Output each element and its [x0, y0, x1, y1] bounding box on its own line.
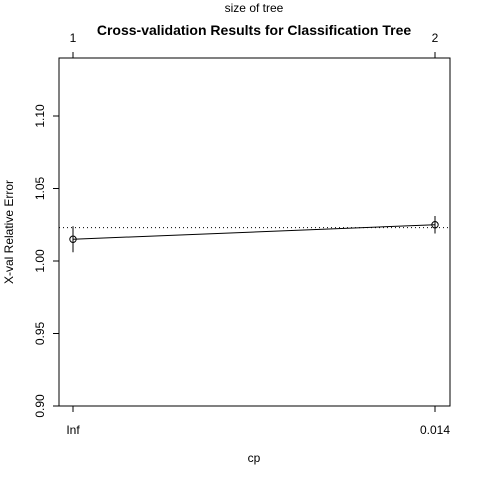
data-point [431, 221, 439, 229]
top-tick-label: 1 [70, 31, 77, 45]
series-line [72, 224, 436, 240]
y-tick-label: 0.95 [33, 321, 47, 345]
top-axis-label: size of tree [225, 1, 284, 15]
top-tick-label: 2 [432, 31, 439, 45]
x-tick-label: Inf [66, 423, 80, 437]
y-axis-label: X-val Relative Error [2, 180, 16, 284]
y-tick-label: 0.90 [33, 394, 47, 418]
chart-title: Cross-validation Results for Classificat… [97, 22, 412, 38]
x-tick-label: 0.014 [420, 423, 450, 437]
data-point [69, 235, 77, 243]
y-tick-label: 1.00 [33, 249, 47, 273]
plot-frame [58, 57, 451, 407]
x-axis-label: cp [248, 451, 261, 465]
y-tick-label: 1.10 [33, 104, 47, 128]
y-tick-label: 1.05 [33, 176, 47, 200]
